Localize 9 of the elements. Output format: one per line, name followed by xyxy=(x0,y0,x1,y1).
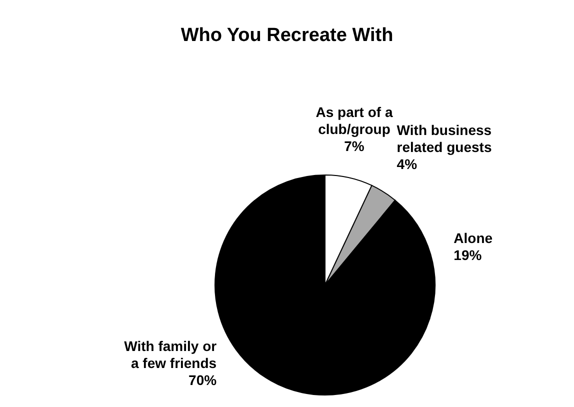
chart-title: Who You Recreate With xyxy=(180,25,394,46)
data-label: 7% xyxy=(344,138,365,154)
slice-label: Alone xyxy=(454,230,493,246)
data-label: 4% xyxy=(396,156,418,172)
slice-label: With business related guests xyxy=(396,122,492,155)
slice-label: As part of a club/group xyxy=(316,104,393,138)
slice-label: With family or a few friends xyxy=(124,338,218,371)
data-label: 19% xyxy=(454,247,482,264)
data-label: 70% xyxy=(188,372,218,388)
